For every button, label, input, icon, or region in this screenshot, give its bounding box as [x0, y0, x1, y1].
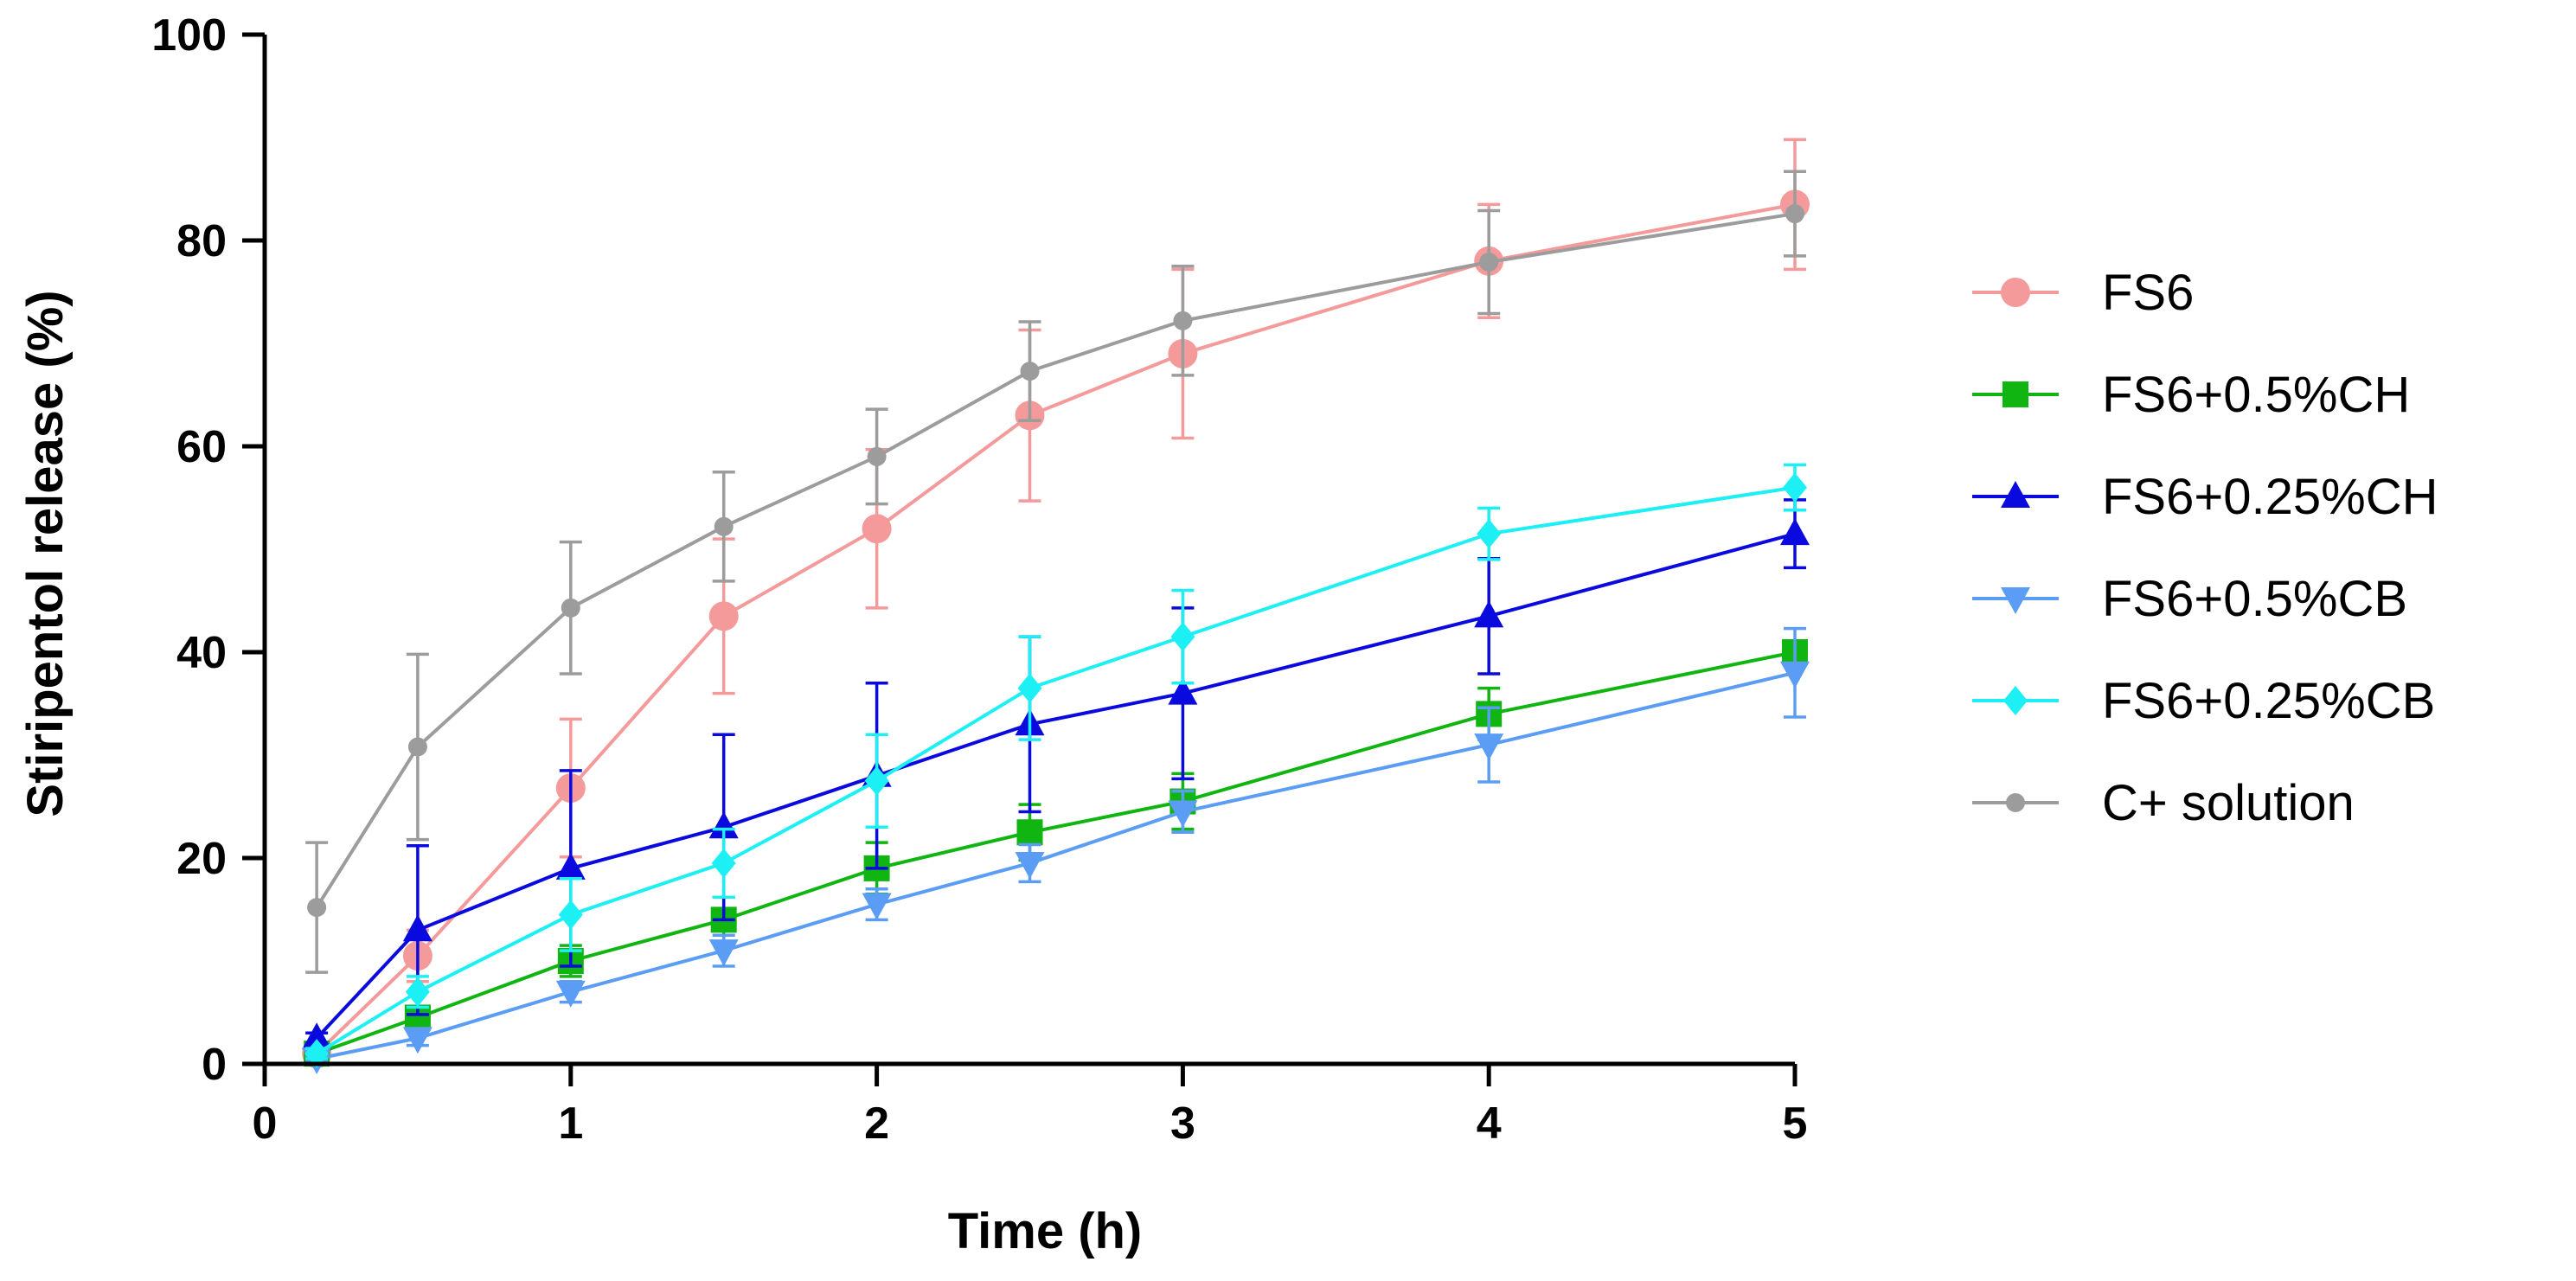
legend-label: C+ solution — [2102, 775, 2355, 831]
data-point — [708, 939, 739, 967]
data-point — [862, 514, 892, 544]
data-point — [1168, 800, 1198, 828]
data-point — [1780, 518, 1810, 546]
legend: FS6 FS6+0.5%CH FS6+0.25%CH FS6+0.5%CB FS6+0.… — [1972, 265, 2438, 831]
data-point — [1020, 362, 1040, 381]
data-point — [555, 852, 586, 880]
y-tick-label: 40 — [176, 628, 227, 678]
series-fs6 — [302, 138, 1810, 1069]
legend-label: FS6+0.25%CH — [2102, 469, 2438, 525]
data-point — [867, 446, 887, 466]
data-point — [405, 977, 430, 1007]
data-point — [558, 900, 583, 930]
legend-marker — [2001, 278, 2030, 307]
series-line — [316, 485, 1796, 1055]
legend-marker — [2001, 481, 2030, 508]
y-tick-label: 20 — [176, 834, 227, 884]
series-line — [315, 532, 1796, 1040]
x-tick-label: 4 — [1477, 1098, 1502, 1149]
data-point — [1168, 677, 1198, 705]
series-c-solution — [305, 170, 1806, 974]
legend-marker — [2006, 793, 2025, 812]
legend-item: FS6+0.5%CB — [1972, 571, 2407, 627]
data-point — [1474, 600, 1504, 628]
series-line — [316, 670, 1796, 1061]
data-point — [402, 914, 433, 942]
series-fs6-0-25-cb — [304, 463, 1807, 1069]
data-point — [1173, 311, 1193, 330]
x-tick-label: 2 — [864, 1098, 889, 1149]
y-ticks: 0 20 40 60 80 100 — [151, 10, 265, 1090]
data-point — [555, 980, 586, 1008]
data-point — [1474, 733, 1504, 761]
legend-item: FS6+0.25%CH — [1972, 469, 2438, 525]
data-point — [1170, 622, 1195, 652]
data-point — [1783, 472, 1807, 503]
data-point — [561, 598, 580, 618]
plot-area — [302, 138, 1810, 1075]
x-tick-label: 3 — [1170, 1098, 1195, 1149]
data-point — [307, 898, 327, 918]
x-ticks: 0 1 2 3 4 5 — [253, 1064, 1808, 1149]
y-tick-label: 0 — [202, 1040, 227, 1090]
x-tick-label: 5 — [1783, 1098, 1808, 1149]
data-point — [708, 811, 739, 839]
data-point — [708, 601, 739, 631]
y-tick-label: 80 — [176, 216, 227, 266]
legend-item: C+ solution — [1972, 775, 2355, 831]
x-tick-label: 0 — [253, 1098, 278, 1149]
data-point — [714, 516, 734, 536]
legend-item: FS6+0.5%CH — [1972, 367, 2410, 423]
data-point — [711, 848, 736, 878]
data-point — [1015, 851, 1045, 879]
x-axis-title: Time (h) — [948, 1203, 1143, 1259]
data-point — [1479, 252, 1499, 272]
data-point — [407, 737, 427, 757]
series-line — [315, 202, 1796, 1055]
y-axis-title: Stiripentol release (%) — [17, 290, 74, 817]
series-fs6-0-5-cb — [302, 626, 1810, 1075]
data-point — [302, 1022, 332, 1050]
data-point — [1477, 519, 1502, 549]
legend-label: FS6+0.5%CB — [2102, 571, 2407, 627]
data-point — [1785, 204, 1804, 224]
legend-label: FS6+0.5%CH — [2102, 367, 2410, 423]
series-line — [315, 212, 1796, 909]
data-point — [304, 1039, 330, 1069]
legend-marker — [2001, 587, 2030, 614]
data-point — [864, 765, 889, 796]
x-tick-label: 1 — [558, 1098, 583, 1149]
legend-label: FS6 — [2102, 265, 2194, 321]
axes: 0 20 40 60 80 100 0 1 2 3 4 5 — [151, 10, 1807, 1149]
legend-item: FS6 — [1972, 265, 2194, 321]
data-point — [1780, 661, 1810, 689]
y-tick-label: 60 — [176, 422, 227, 472]
data-point — [1017, 673, 1042, 703]
legend-marker — [2002, 381, 2028, 407]
data-point — [862, 893, 892, 920]
data-point — [402, 1027, 433, 1054]
y-tick-label: 100 — [151, 10, 227, 61]
legend-label: FS6+0.25%CB — [2102, 673, 2435, 729]
data-point — [1016, 819, 1043, 846]
legend-marker — [2003, 686, 2028, 715]
series-fs6-0-25-ch — [302, 498, 1810, 1050]
legend-item: FS6+0.25%CB — [1972, 673, 2435, 729]
